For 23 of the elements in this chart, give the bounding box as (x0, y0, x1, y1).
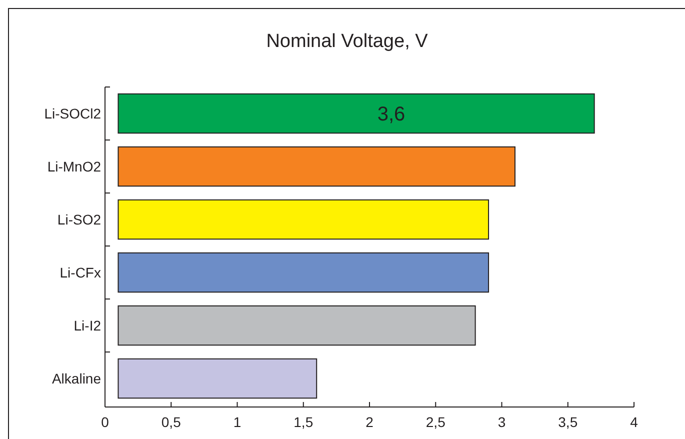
x-tick-label: 3 (498, 414, 506, 430)
y-tick-label: Li-I2 (74, 318, 102, 334)
x-tick-label: 2,5 (426, 414, 446, 430)
bar (118, 146, 516, 187)
bar (118, 199, 490, 240)
y-tick-label: Li-SO2 (57, 212, 102, 228)
y-tick-label: Alkaline (52, 370, 102, 386)
x-tick-label: 0 (101, 414, 110, 430)
bar (118, 252, 490, 293)
x-tick-label: 1 (233, 414, 242, 430)
x-tick-label: 4 (630, 414, 638, 430)
x-tick-label: 1,5 (294, 414, 314, 430)
data-label: 3,6 (377, 104, 406, 126)
x-tick-label: 3,5 (558, 414, 578, 430)
x-tick-label: 2 (366, 414, 374, 430)
y-tick-label: Li-MnO2 (47, 158, 102, 174)
bar (118, 305, 476, 346)
bar (118, 358, 318, 399)
y-tick-label: Li-CFx (60, 264, 101, 280)
x-tick-label: 0,5 (161, 414, 182, 430)
bar (118, 93, 595, 134)
y-tick-label: Li-SOCl2 (44, 106, 102, 122)
chart-title: Nominal Voltage, V (266, 31, 428, 52)
